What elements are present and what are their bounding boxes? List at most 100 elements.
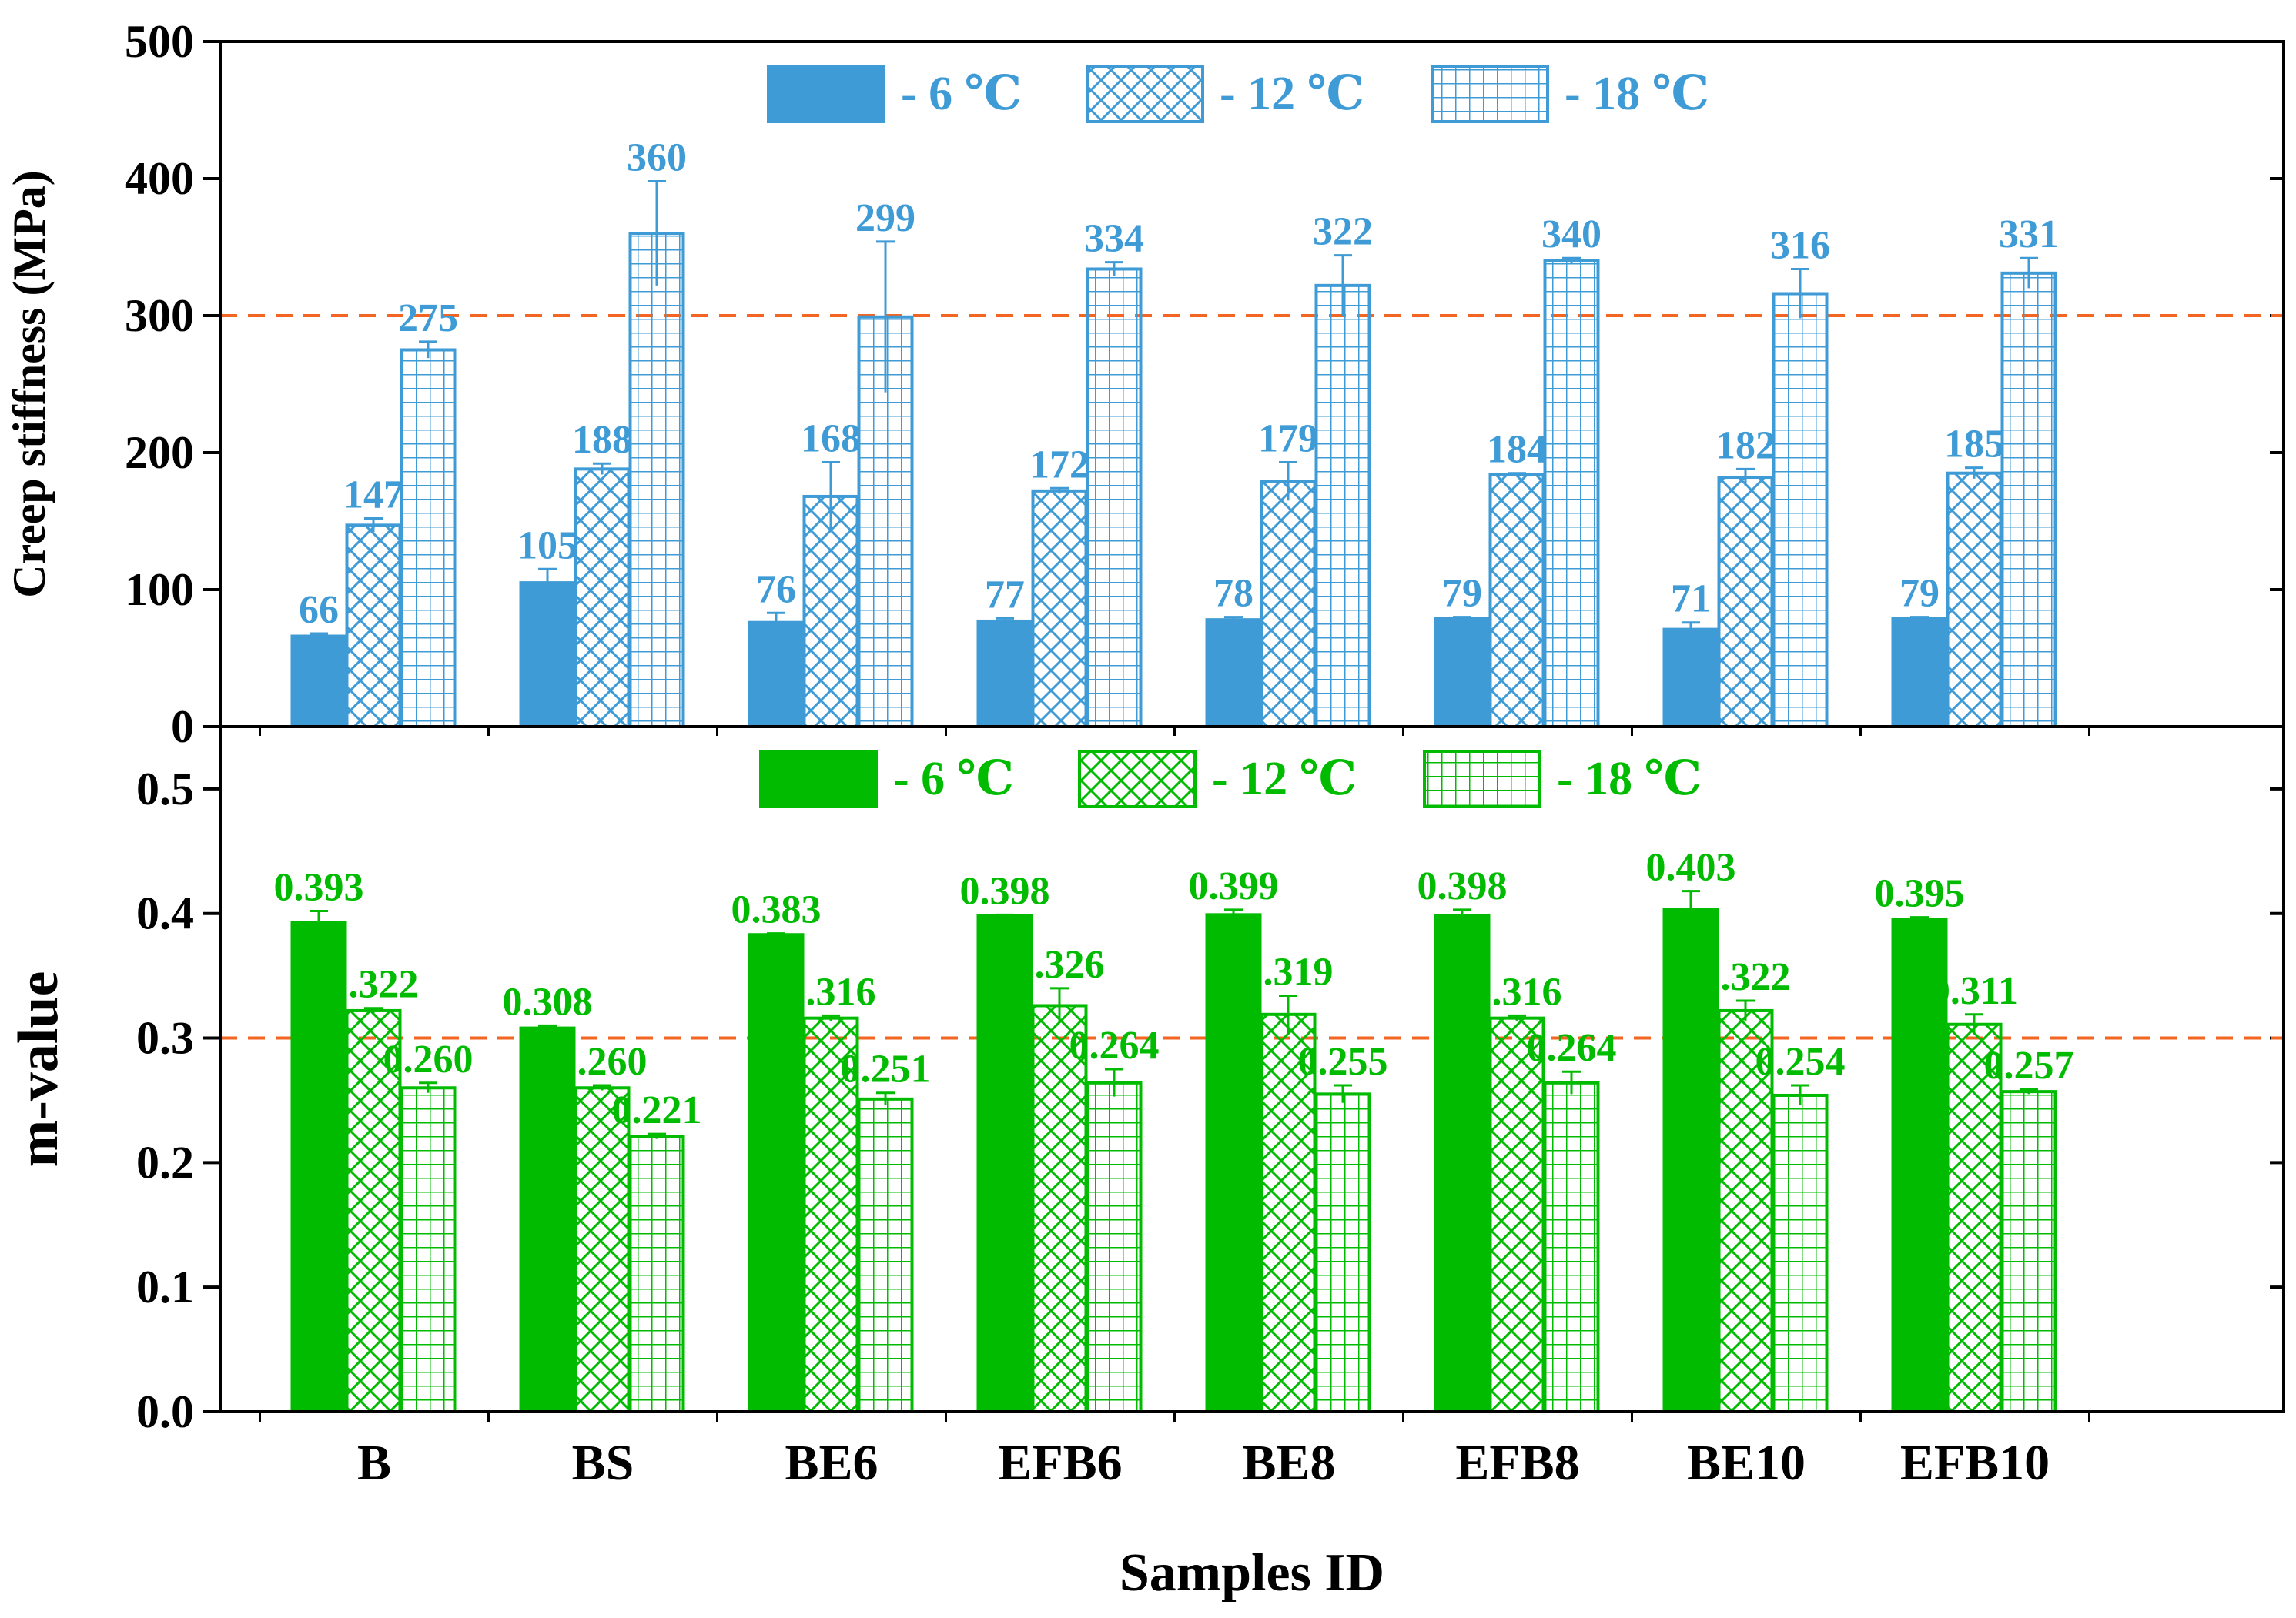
bar — [1205, 618, 1262, 728]
y-tick-label: 400 — [125, 153, 194, 204]
legend-swatch — [1086, 65, 1204, 123]
data-label: 0.308 — [503, 980, 593, 1024]
data-label: 340 — [1541, 212, 1602, 256]
x-tick-label: EFB6 — [998, 1435, 1122, 1491]
bar — [976, 914, 1033, 1413]
bar — [1260, 1012, 1317, 1414]
data-label: 299 — [855, 196, 915, 240]
data-label: 0.322 — [1701, 955, 1791, 999]
data-label: 77 — [985, 573, 1025, 617]
data-label: 105 — [517, 523, 577, 567]
data-label: 334 — [1084, 217, 1144, 261]
legend: - 6 ℃ - 12 ℃ - 18 ℃ — [767, 65, 1709, 123]
bar — [1772, 1093, 1829, 1413]
bar — [628, 1135, 685, 1414]
data-label: 0.257 — [1984, 1044, 2074, 1088]
legend-swatch — [1078, 750, 1197, 808]
bar — [2000, 1090, 2057, 1414]
data-label: 0.319 — [1243, 951, 1334, 995]
data-label: 182 — [1715, 423, 1776, 467]
bars: 0.3930.3220.2600.3080.2600.2210.3830.316… — [274, 846, 2074, 1414]
data-label: 316 — [1770, 223, 1830, 267]
data-label: 0.264 — [1069, 1024, 1160, 1068]
y-tick-label: 300 — [125, 290, 194, 341]
y-axis-ticks: 0.0 0.1 0.2 0.3 0.4 0.5 — [136, 764, 2284, 1437]
data-label: 0.398 — [960, 869, 1050, 913]
bar — [1434, 617, 1491, 728]
bar — [519, 581, 576, 728]
bar — [1717, 476, 1774, 728]
x-axis-ticks: B BS BE6 EFB6 BE8 EFB8 BE10 EFB10 — [259, 727, 2090, 1491]
data-label: 0.221 — [612, 1088, 702, 1132]
data-label: 172 — [1029, 443, 1089, 486]
bar — [1314, 1092, 1371, 1413]
bar — [1891, 617, 1948, 728]
x-tick-label: B — [357, 1435, 391, 1491]
bar — [1946, 1022, 2003, 1414]
x-tick-label: EFB8 — [1455, 1435, 1579, 1491]
data-label: 184 — [1487, 428, 1547, 472]
data-label: 0.260 — [557, 1040, 648, 1084]
data-label: 79 — [1442, 572, 1482, 616]
bar — [400, 1086, 457, 1413]
bar — [400, 348, 457, 728]
data-label: 0.393 — [274, 865, 364, 909]
bars: 66 147 275 105 188 360 76 168 299 77 172 334 78 179 32… — [290, 136, 2059, 729]
bar — [1488, 1016, 1545, 1413]
data-label: 185 — [1944, 423, 2004, 466]
data-label: 79 — [1899, 572, 1940, 616]
bar — [1543, 259, 1600, 728]
bar — [1662, 627, 1719, 728]
y-tick-label: 0.3 — [136, 1013, 194, 1064]
plot-frame — [219, 725, 2285, 1413]
bar — [857, 1097, 914, 1413]
y-tick-label: 0.4 — [136, 888, 194, 939]
creep-stiffness-panel: 0 100 200 300 400 500 66 147 275 105 188 360 76 168 2… — [4, 16, 2285, 752]
y-tick-label: 0.1 — [136, 1262, 194, 1312]
data-label: 0.399 — [1189, 864, 1279, 908]
legend-label: - 18 ℃ — [1565, 68, 1709, 120]
y-axis-label: Creep stiffness (MPa) — [4, 170, 55, 597]
data-label: 0.383 — [731, 888, 822, 932]
bar — [802, 494, 859, 729]
bar — [574, 467, 631, 728]
y-tick-label: 200 — [125, 427, 194, 478]
data-label: 0.398 — [1417, 864, 1508, 908]
data-label: 0.311 — [1930, 969, 2018, 1013]
x-tick-label: BS — [572, 1435, 634, 1491]
legend-swatch — [1423, 750, 1541, 808]
legend-label: - 6 ℃ — [893, 753, 1014, 805]
data-label: 0.322 — [329, 963, 419, 1007]
bar — [1086, 267, 1143, 729]
bar — [519, 1026, 576, 1413]
bar — [1314, 283, 1371, 728]
x-tick-label: BE10 — [1687, 1435, 1806, 1491]
legend-label: - 12 ℃ — [1212, 753, 1357, 805]
y-tick-label: 0 — [171, 701, 194, 752]
legend-label: - 18 ℃ — [1557, 753, 1702, 805]
x-tick-label: BE6 — [785, 1435, 878, 1491]
m-value-panel: 0.00.10.20.30.40.5 0.3930.3220.2600.3080… — [7, 725, 2285, 1603]
y-axis-ticks: 0 100 200 300 400 500 — [125, 16, 2284, 752]
bar — [1031, 489, 1088, 729]
data-label: 188 — [572, 418, 632, 462]
bar — [976, 619, 1033, 728]
bar — [748, 620, 805, 728]
data-label: 0.260 — [383, 1038, 474, 1081]
data-label: 0.254 — [1755, 1040, 1846, 1084]
legend-swatch — [759, 750, 878, 808]
data-label: 0.255 — [1298, 1040, 1388, 1084]
legend-swatch — [1431, 65, 1549, 123]
legend-swatch — [767, 65, 885, 123]
data-label: 322 — [1313, 210, 1373, 254]
data-label: 275 — [398, 296, 458, 340]
legend-label: - 12 ℃ — [1220, 68, 1364, 120]
data-label: 331 — [1999, 212, 2059, 256]
bar — [1488, 473, 1545, 728]
bar — [290, 634, 347, 729]
bar — [1772, 292, 1829, 728]
x-tick-label: BE8 — [1242, 1435, 1335, 1491]
legend-label: - 6 ℃ — [901, 68, 1022, 120]
data-label: 76 — [756, 567, 796, 611]
bar — [574, 1086, 631, 1413]
